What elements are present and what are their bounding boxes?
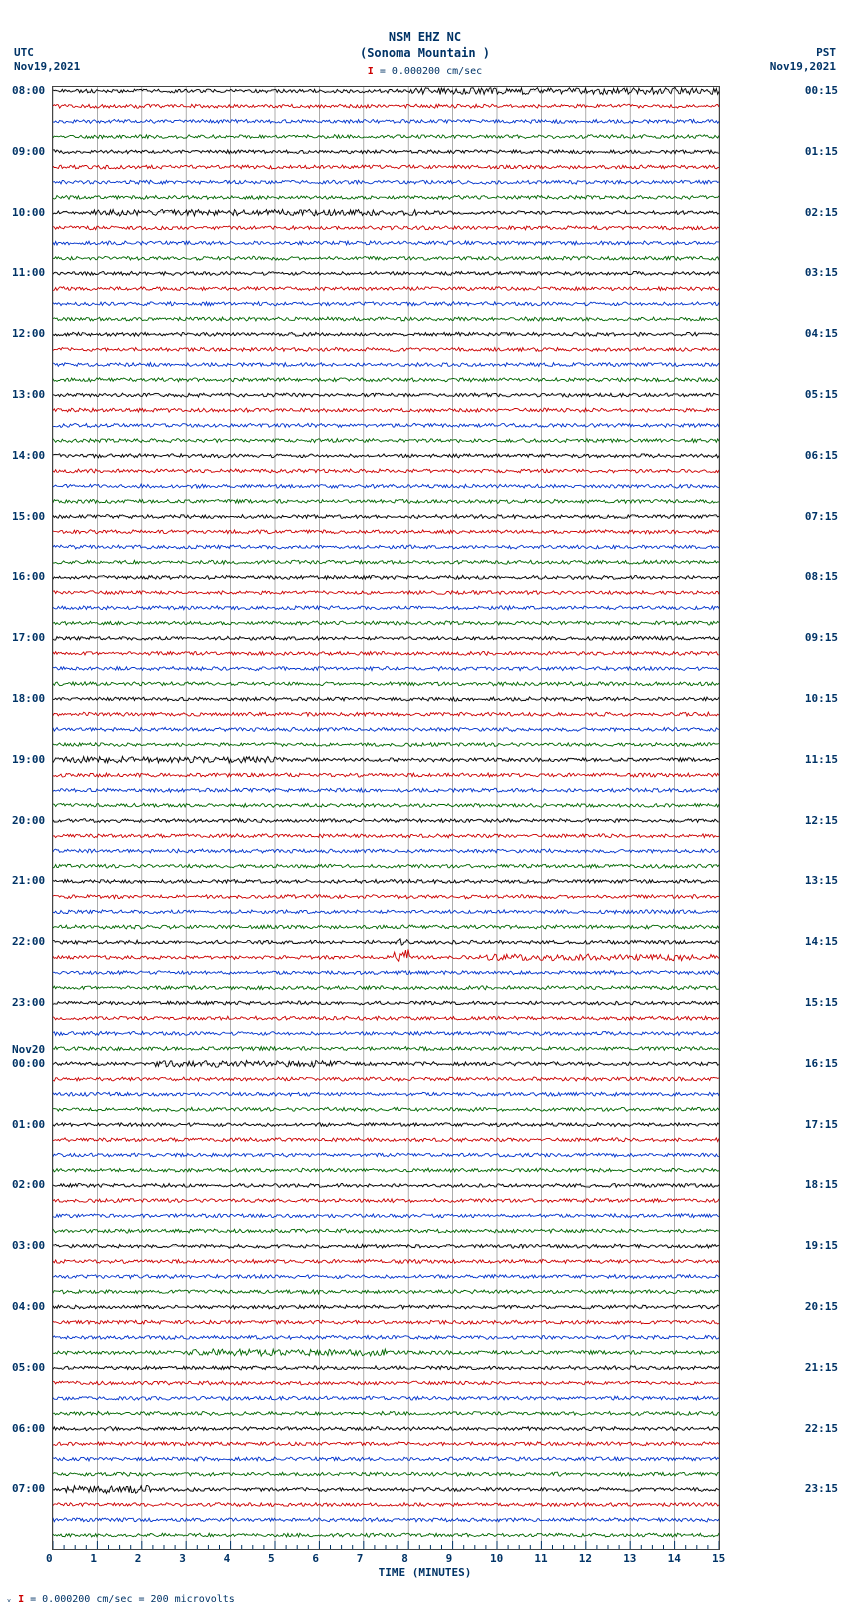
pst-hour-label: 20:15 bbox=[805, 1300, 838, 1313]
x-tick-label: 13 bbox=[623, 1552, 636, 1565]
footer-bar-icon: I bbox=[18, 1594, 24, 1605]
x-tick-label: 4 bbox=[224, 1552, 231, 1565]
pst-hour-label: 14:15 bbox=[805, 935, 838, 948]
utc-hour-label: 07:00 bbox=[12, 1482, 45, 1495]
utc-hour-label: 21:00 bbox=[12, 874, 45, 887]
x-tick-label: 8 bbox=[401, 1552, 408, 1565]
utc-hour-label: 16:00 bbox=[12, 570, 45, 583]
seismogram-container: NSM EHZ NC (Sonoma Mountain ) I = 0.0002… bbox=[0, 0, 850, 1613]
day-label-left: Nov20 bbox=[12, 1043, 45, 1056]
pst-hour-label: 05:15 bbox=[805, 388, 838, 401]
x-tick-label: 9 bbox=[446, 1552, 453, 1565]
tz-right-label: PST bbox=[816, 46, 836, 59]
pst-hour-label: 11:15 bbox=[805, 753, 838, 766]
pst-hour-label: 16:15 bbox=[805, 1057, 838, 1070]
pst-hour-label: 01:15 bbox=[805, 145, 838, 158]
pst-hour-label: 22:15 bbox=[805, 1422, 838, 1435]
utc-hour-label: 01:00 bbox=[12, 1118, 45, 1131]
pst-hour-label: 13:15 bbox=[805, 874, 838, 887]
pst-hour-label: 12:15 bbox=[805, 814, 838, 827]
x-tick-label: 1 bbox=[90, 1552, 97, 1565]
x-tick-label: 5 bbox=[268, 1552, 275, 1565]
pst-hour-label: 09:15 bbox=[805, 631, 838, 644]
scale-info: I = 0.000200 cm/sec bbox=[0, 66, 850, 77]
x-tick-label: 14 bbox=[668, 1552, 681, 1565]
utc-hour-label: 15:00 bbox=[12, 510, 45, 523]
x-tick-label: 6 bbox=[312, 1552, 319, 1565]
pst-hour-label: 21:15 bbox=[805, 1361, 838, 1374]
x-axis-label: TIME (MINUTES) bbox=[0, 1566, 850, 1579]
x-tick-label: 15 bbox=[712, 1552, 725, 1565]
pst-hour-label: 04:15 bbox=[805, 327, 838, 340]
utc-hour-label: 22:00 bbox=[12, 935, 45, 948]
utc-hour-label: 12:00 bbox=[12, 327, 45, 340]
x-tick-label: 7 bbox=[357, 1552, 364, 1565]
x-tick-label: 2 bbox=[135, 1552, 142, 1565]
pst-hour-label: 00:15 bbox=[805, 84, 838, 97]
utc-hour-label: 18:00 bbox=[12, 692, 45, 705]
station-subtitle: (Sonoma Mountain ) bbox=[0, 46, 850, 60]
pst-hour-label: 03:15 bbox=[805, 266, 838, 279]
utc-hour-label: 08:00 bbox=[12, 84, 45, 97]
utc-hour-label: 11:00 bbox=[12, 266, 45, 279]
utc-hour-label: 20:00 bbox=[12, 814, 45, 827]
footer-text: = 0.000200 cm/sec = 200 microvolts bbox=[30, 1594, 235, 1605]
utc-hour-label: 03:00 bbox=[12, 1239, 45, 1252]
utc-hour-label: 10:00 bbox=[12, 206, 45, 219]
utc-hour-label: 02:00 bbox=[12, 1178, 45, 1191]
utc-hour-label: 23:00 bbox=[12, 996, 45, 1009]
utc-hour-label: 14:00 bbox=[12, 449, 45, 462]
date-right-label: Nov19,2021 bbox=[770, 60, 836, 73]
x-tick-label: 3 bbox=[179, 1552, 186, 1565]
pst-hour-label: 08:15 bbox=[805, 570, 838, 583]
utc-hour-label: 09:00 bbox=[12, 145, 45, 158]
x-tick-label: 11 bbox=[534, 1552, 547, 1565]
pst-hour-label: 15:15 bbox=[805, 996, 838, 1009]
utc-hour-label: 04:00 bbox=[12, 1300, 45, 1313]
utc-hour-label: 05:00 bbox=[12, 1361, 45, 1374]
scale-text: = 0.000200 cm/sec bbox=[380, 66, 482, 77]
x-tick-label: 0 bbox=[46, 1552, 53, 1565]
pst-hour-label: 19:15 bbox=[805, 1239, 838, 1252]
utc-hour-label: 19:00 bbox=[12, 753, 45, 766]
x-tick-label: 12 bbox=[579, 1552, 592, 1565]
utc-hour-label: 17:00 bbox=[12, 631, 45, 644]
footer-scale: ᵥ I = 0.000200 cm/sec = 200 microvolts bbox=[6, 1594, 235, 1605]
utc-hour-label: 13:00 bbox=[12, 388, 45, 401]
pst-hour-label: 07:15 bbox=[805, 510, 838, 523]
pst-hour-label: 10:15 bbox=[805, 692, 838, 705]
station-title: NSM EHZ NC bbox=[0, 30, 850, 44]
x-tick-label: 10 bbox=[490, 1552, 503, 1565]
seismogram-plot bbox=[52, 86, 720, 1550]
pst-hour-label: 18:15 bbox=[805, 1178, 838, 1191]
pst-hour-label: 23:15 bbox=[805, 1482, 838, 1495]
date-left-label: Nov19,2021 bbox=[14, 60, 80, 73]
pst-hour-label: 17:15 bbox=[805, 1118, 838, 1131]
pst-hour-label: 02:15 bbox=[805, 206, 838, 219]
scale-bar-icon: I bbox=[368, 66, 374, 77]
tz-left-label: UTC bbox=[14, 46, 34, 59]
utc-hour-label: 06:00 bbox=[12, 1422, 45, 1435]
utc-hour-label: 00:00 bbox=[12, 1057, 45, 1070]
pst-hour-label: 06:15 bbox=[805, 449, 838, 462]
footer-tick-icon: ᵥ bbox=[6, 1594, 12, 1605]
